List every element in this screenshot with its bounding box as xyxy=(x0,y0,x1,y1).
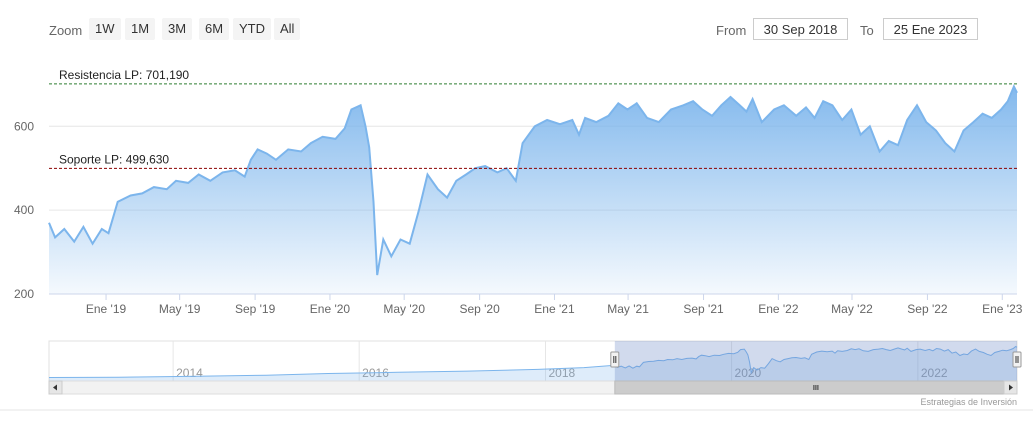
navigator-series-area xyxy=(49,346,1017,381)
x-tick-label: Ene '19 xyxy=(86,302,127,316)
support-label: Soporte LP: 499,630 xyxy=(59,152,169,166)
zoom-3m-button[interactable]: 3M xyxy=(162,18,193,40)
x-tick-label: Ene '21 xyxy=(534,302,575,316)
y-tick-label: 200 xyxy=(14,287,34,301)
x-tick-label: Sep '20 xyxy=(459,302,500,316)
navigator-left-handle[interactable] xyxy=(610,351,620,368)
x-tick-label: Sep '21 xyxy=(683,302,724,316)
from-label: From xyxy=(716,23,747,38)
credits: Estrategias de Inversión xyxy=(920,397,1017,407)
navigator-tick-label: 2020 xyxy=(735,366,762,380)
to-label: To xyxy=(860,23,874,38)
x-tick-label: Ene '23 xyxy=(982,302,1023,316)
x-tick-label: Ene '20 xyxy=(310,302,351,316)
arrow-right-icon xyxy=(1009,384,1013,391)
x-tick-label: May '22 xyxy=(831,302,873,316)
x-tick-label: Sep '22 xyxy=(907,302,948,316)
y-tick-label: 400 xyxy=(14,203,34,217)
resistance-label: Resistencia LP: 701,190 xyxy=(59,68,189,82)
zoom-ytd-button[interactable]: YTD xyxy=(233,18,271,40)
arrow-left-icon xyxy=(53,384,57,391)
zoom-6m-button[interactable]: 6M xyxy=(199,18,230,40)
x-tick-label: May '21 xyxy=(607,302,649,316)
series-area xyxy=(49,86,1017,294)
series-line xyxy=(48,84,1018,276)
x-tick-label: May '20 xyxy=(383,302,425,316)
zoom-all-button[interactable]: All xyxy=(274,18,301,40)
to-date-input[interactable]: 25 Ene 2023 xyxy=(883,18,978,40)
zoom-1w-button[interactable]: 1W xyxy=(89,18,121,40)
navigator-background xyxy=(48,340,1018,382)
x-tick-label: May '19 xyxy=(159,302,201,316)
navigator-right-handle[interactable] xyxy=(1012,351,1022,368)
y-tick-label: 600 xyxy=(14,119,34,133)
navigator-tick-label: 2022 xyxy=(921,366,948,380)
zoom-1m-button[interactable]: 1M xyxy=(125,18,156,40)
from-date-input[interactable]: 30 Sep 2018 xyxy=(753,18,848,40)
navigator-tick-label: 2018 xyxy=(548,366,575,380)
navigator-series-line xyxy=(48,345,1018,378)
zoom-label: Zoom xyxy=(49,23,83,38)
navigator-selection[interactable] xyxy=(614,341,1017,381)
x-tick-label: Sep '19 xyxy=(235,302,276,316)
x-tick-label: Ene '22 xyxy=(758,302,799,316)
